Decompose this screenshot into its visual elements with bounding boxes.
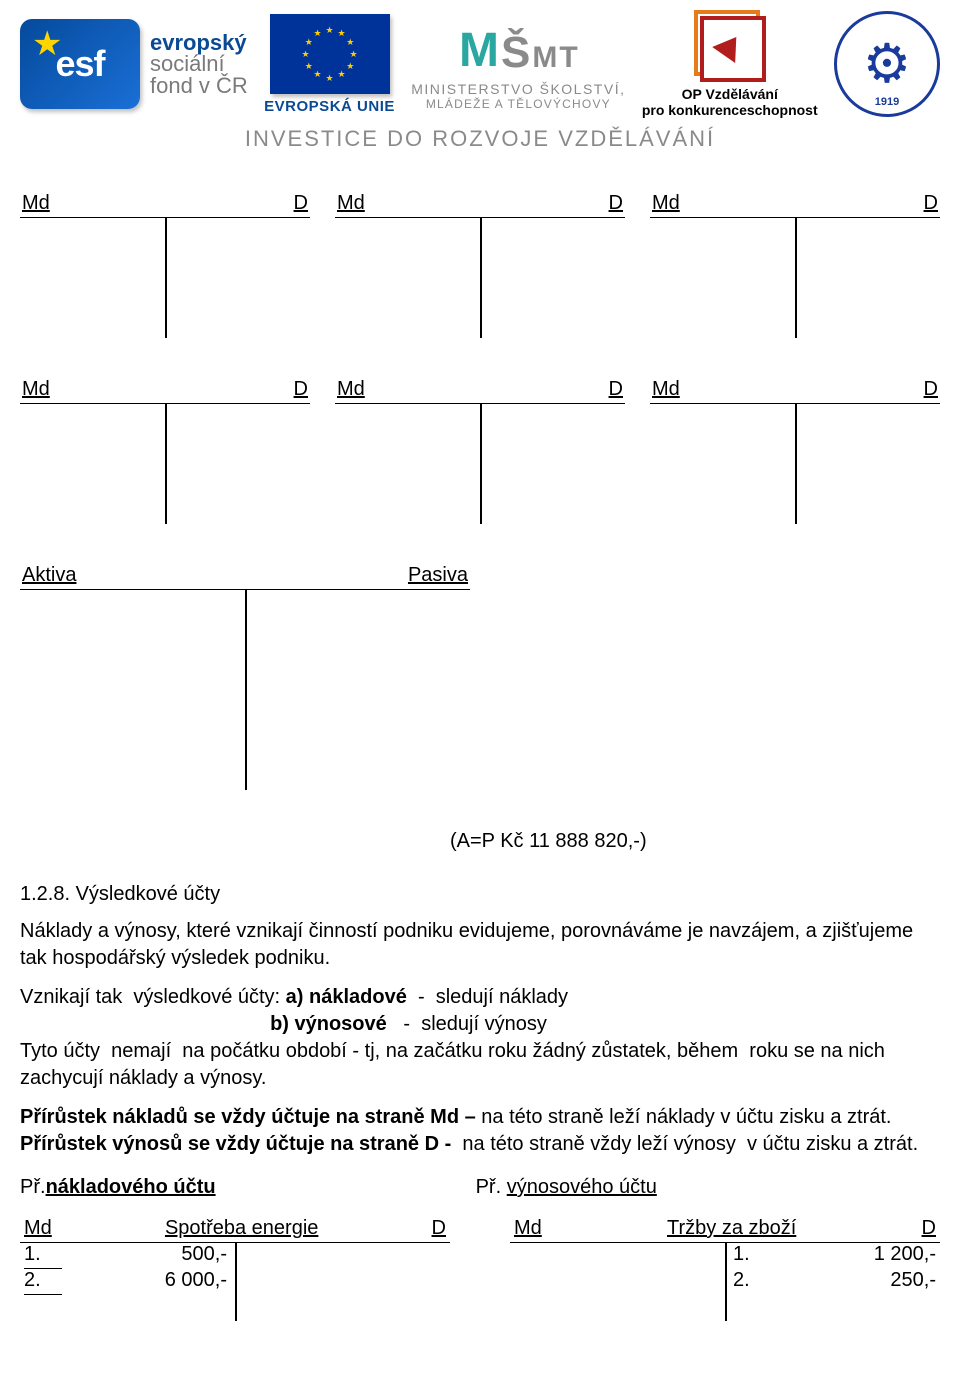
table-row: 1.1 200,- bbox=[510, 1243, 940, 1269]
t-label-md: Md bbox=[22, 378, 50, 401]
table-row: 1.500,- bbox=[20, 1243, 450, 1269]
cost-account-name: Spotřeba energie bbox=[52, 1217, 432, 1240]
example-rev-link: výnosového účtu bbox=[507, 1176, 657, 1198]
t-account: Md D bbox=[650, 378, 940, 524]
esf-line3: fond v ČR bbox=[150, 74, 248, 97]
p2-a-rest: - sledují náklady bbox=[407, 986, 568, 1008]
row-number: 1. bbox=[24, 1243, 62, 1269]
t-label-d: D bbox=[609, 378, 623, 401]
p4-rest: na této straně leží náklady v účtu zisku… bbox=[481, 1106, 891, 1128]
eu-block: ★★★★★★★★★★★★ EVROPSKÁ UNIE bbox=[264, 14, 395, 115]
t-label-md: Md bbox=[337, 378, 365, 401]
row-number: 2. bbox=[24, 1269, 62, 1295]
esf-block: ★ esf evropský sociální fond v ČR bbox=[20, 19, 248, 109]
table-row bbox=[510, 1295, 940, 1321]
p2-b-rest: - sledují výnosy bbox=[387, 1013, 547, 1035]
paragraph-3: Tyto účty nemají na počátku období - tj,… bbox=[20, 1038, 940, 1092]
eu-flag-icon: ★★★★★★★★★★★★ bbox=[270, 14, 390, 94]
example-cost-link: nákladového účtu bbox=[46, 1176, 216, 1198]
p2-b-indent bbox=[20, 1013, 270, 1035]
example-rev-label: Př. výnosového účtu bbox=[476, 1176, 657, 1199]
t-account: Md D bbox=[335, 378, 625, 524]
p2-a-bold: a) nákladové bbox=[286, 986, 407, 1008]
eu-caption: EVROPSKÁ UNIE bbox=[264, 98, 395, 115]
msmt-line1: MINISTERSTVO ŠKOLSTVÍ, bbox=[411, 81, 625, 97]
t-account: Md D bbox=[335, 192, 625, 338]
row-number: 1. bbox=[733, 1243, 771, 1269]
t-label-d: D bbox=[294, 378, 308, 401]
t-label-md: Md bbox=[514, 1217, 542, 1240]
paragraph-4: Přírůstek nákladů se vždy účtuje na stra… bbox=[20, 1104, 940, 1131]
t-label-md: Md bbox=[337, 192, 365, 215]
paragraph-1: Náklady a výnosy, které vznikají činnost… bbox=[20, 918, 940, 972]
t-label-d: D bbox=[924, 378, 938, 401]
table-row: 2.250,- bbox=[510, 1269, 940, 1295]
paragraph-2: Vznikají tak výsledkové účty: a) náklado… bbox=[20, 984, 940, 1038]
t-account-row-2: Md D Md D Md D bbox=[20, 378, 940, 524]
equation-text: (A=P Kč 11 888 820,-) bbox=[450, 830, 940, 853]
op-logo-icon bbox=[694, 10, 766, 82]
gear-icon: ⚙ bbox=[863, 37, 911, 91]
esf-abbrev: esf bbox=[55, 43, 104, 85]
t-label-md: Md bbox=[652, 192, 680, 215]
balance-label-aktiva: Aktiva bbox=[22, 564, 76, 587]
table-row bbox=[20, 1295, 450, 1321]
t-label-d: D bbox=[609, 192, 623, 215]
tagline: INVESTICE DO ROZVOJE VZDĚLÁVÁNÍ bbox=[20, 126, 940, 152]
t-label-d: D bbox=[922, 1217, 936, 1240]
paragraph-5: Přírůstek výnosů se vždy účtuje na stran… bbox=[20, 1131, 940, 1158]
t-label-d: D bbox=[294, 192, 308, 215]
example-t-accounts-row: Md Spotřeba energie D 1.500,-2.6 000,- M… bbox=[20, 1217, 940, 1321]
table-row: 2.6 000,- bbox=[20, 1269, 450, 1295]
section-heading: 1.2.8. Výsledkové účty bbox=[20, 883, 940, 906]
balance-t-account: Aktiva Pasiva bbox=[20, 564, 470, 790]
t-label-md: Md bbox=[24, 1217, 52, 1240]
msmt-block: MŠMT MINISTERSTVO ŠKOLSTVÍ, MLÁDEŽE A TĚ… bbox=[411, 17, 625, 111]
row-amount: 1 200,- bbox=[771, 1243, 936, 1269]
op-line1: OP Vzdělávání bbox=[682, 86, 778, 102]
star-icon: ★ bbox=[32, 27, 62, 61]
esf-text: evropský sociální fond v ČR bbox=[150, 31, 248, 96]
t-account: Md D bbox=[650, 192, 940, 338]
rev-account-name: Tržby za zboží bbox=[542, 1217, 922, 1240]
op-block: OP Vzdělávání pro konkurenceschopnost bbox=[642, 10, 818, 118]
example-cost-label: Př.nákladového účtu bbox=[20, 1176, 216, 1199]
msmt-logo-icon: MŠMT bbox=[459, 17, 578, 75]
p5-bold: Přírůstek výnosů se vždy účtuje na stran… bbox=[20, 1133, 457, 1155]
example-labels-row: Př.nákladového účtu Př. výnosového účtu bbox=[20, 1176, 940, 1199]
header-banner: ★ esf evropský sociální fond v ČR ★★★★★★… bbox=[20, 0, 940, 118]
row-amount: 500,- bbox=[62, 1243, 227, 1269]
example-cost-prefix: Př. bbox=[20, 1176, 46, 1198]
gear-badge-icon: ⚙ 1919 bbox=[834, 11, 940, 117]
p4-bold: Přírůstek nákladů se vždy účtuje na stra… bbox=[20, 1106, 481, 1128]
op-line2: pro konkurenceschopnost bbox=[642, 102, 818, 118]
cost-t-account: Md Spotřeba energie D 1.500,-2.6 000,- bbox=[20, 1217, 450, 1321]
p5-rest: na této straně vždy leží výnosy v účtu z… bbox=[457, 1133, 918, 1155]
row-amount: 250,- bbox=[771, 1269, 936, 1295]
rev-t-account: Md Tržby za zboží D 1.1 200,-2.250,- bbox=[510, 1217, 940, 1321]
t-label-d: D bbox=[924, 192, 938, 215]
t-label-md: Md bbox=[22, 192, 50, 215]
esf-logo: ★ esf bbox=[20, 19, 140, 109]
balance-row: Aktiva Pasiva bbox=[20, 564, 940, 790]
t-account: Md D bbox=[20, 378, 310, 524]
balance-label-pasiva: Pasiva bbox=[408, 564, 468, 587]
t-label-md: Md bbox=[652, 378, 680, 401]
t-account-row-1: Md D Md D Md D bbox=[20, 192, 940, 338]
t-label-d: D bbox=[432, 1217, 446, 1240]
p2-prefix: Vznikají tak výsledkové účty: bbox=[20, 986, 286, 1008]
example-rev-prefix: Př. bbox=[476, 1176, 507, 1198]
row-number: 2. bbox=[733, 1269, 771, 1295]
gear-year: 1919 bbox=[875, 96, 899, 108]
msmt-line2: MLÁDEŽE A TĚLOVÝCHOVY bbox=[426, 97, 611, 111]
row-amount: 6 000,- bbox=[62, 1269, 227, 1295]
t-account: Md D bbox=[20, 192, 310, 338]
p2-b-bold: b) výnosové bbox=[270, 1013, 387, 1035]
